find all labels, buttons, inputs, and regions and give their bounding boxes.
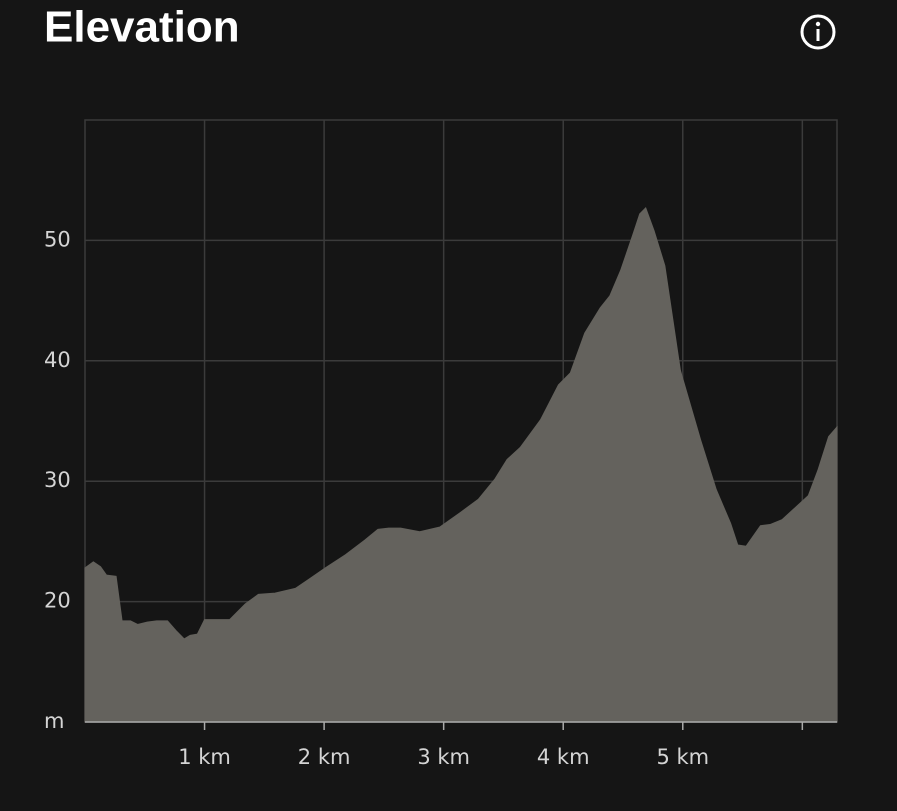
y-tick-label: 50 [44,227,71,251]
x-tick-label: 2 km [298,745,351,769]
x-tick-label: 4 km [537,745,590,769]
elevation-area [84,206,838,723]
x-tick-label: 5 km [656,745,709,769]
y-tick-label: m [44,709,64,733]
info-button[interactable] [800,14,836,50]
title: Elevation [44,3,240,52]
y-tick-label: 30 [44,468,71,492]
x-tick-label: 1 km [178,745,231,769]
y-tick-label: 40 [44,348,71,372]
x-tick-label: 3 km [417,745,470,769]
y-tick-label: 20 [44,589,71,613]
